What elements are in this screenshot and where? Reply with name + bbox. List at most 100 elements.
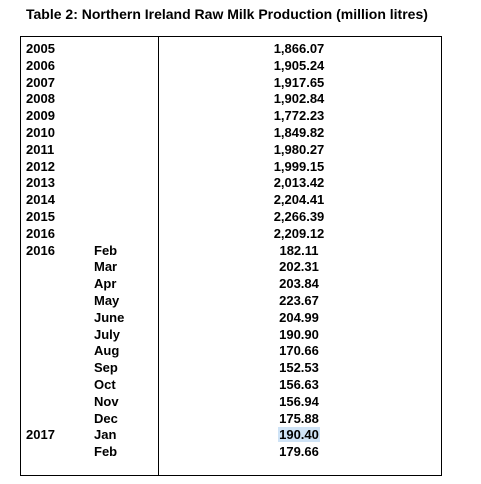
table-row: 2005 1,866.07 bbox=[21, 41, 441, 58]
year-cell: 2012 bbox=[26, 158, 55, 174]
year-cell: 2014 bbox=[26, 192, 55, 208]
table-row: Feb 179.66 bbox=[21, 444, 441, 461]
table-row: 2016 Feb 182.11 bbox=[21, 243, 441, 260]
year-cell: 2010 bbox=[26, 124, 55, 140]
table-row: 2008 1,902.84 bbox=[21, 91, 441, 108]
table-row: 2009 1,772.23 bbox=[21, 108, 441, 125]
value-cell[interactable]: 1,902.84 bbox=[159, 91, 439, 108]
value-cell[interactable]: 202.31 bbox=[159, 259, 439, 276]
value-text: 2,013.42 bbox=[273, 175, 325, 191]
year-cell: 2005 bbox=[26, 41, 55, 56]
month-cell: Feb bbox=[94, 242, 118, 258]
value-text: 1,917.65 bbox=[273, 74, 325, 90]
month-cell: May bbox=[94, 292, 120, 308]
table-row: Nov 156.94 bbox=[21, 394, 441, 411]
value-text: 2,209.12 bbox=[273, 225, 325, 241]
month-cell: July bbox=[94, 326, 121, 342]
year-cell: 2015 bbox=[26, 208, 55, 224]
month-cell: Aug bbox=[94, 343, 120, 359]
value-text: 156.94 bbox=[279, 393, 319, 409]
value-text: 190.90 bbox=[279, 326, 319, 342]
value-cell[interactable]: 170.66 bbox=[159, 343, 439, 360]
table-row: Mar 202.31 bbox=[21, 259, 441, 276]
table-row: Apr 203.84 bbox=[21, 276, 441, 293]
month-cell: Dec bbox=[94, 410, 118, 426]
value-text: 156.63 bbox=[279, 376, 319, 392]
value-text: 179.66 bbox=[279, 444, 319, 460]
value-text: 1,772.23 bbox=[273, 108, 325, 124]
year-cell: 2007 bbox=[26, 74, 55, 90]
value-text: 203.84 bbox=[279, 276, 319, 292]
month-cell: Apr bbox=[94, 276, 117, 292]
value-cell[interactable]: 156.94 bbox=[159, 394, 439, 411]
month-cell: Sep bbox=[94, 360, 118, 376]
year-cell: 2016 bbox=[26, 242, 55, 258]
value-cell[interactable]: 1,917.65 bbox=[159, 75, 439, 92]
table-row: May 223.67 bbox=[21, 293, 441, 310]
year-cell: 2011 bbox=[26, 141, 55, 157]
table-row: July 190.90 bbox=[21, 327, 441, 344]
value-cell[interactable]: 175.88 bbox=[159, 411, 439, 428]
month-cell: Mar bbox=[94, 259, 118, 275]
value-text: 170.66 bbox=[279, 343, 319, 359]
table-row: 2007 1,917.65 bbox=[21, 75, 441, 92]
value-cell[interactable]: 2,209.12 bbox=[159, 226, 439, 243]
table-row: 2012 1,999.15 bbox=[21, 159, 441, 176]
table-row: June 204.99 bbox=[21, 310, 441, 327]
value-cell[interactable]: 1,980.27 bbox=[159, 142, 439, 159]
value-cell[interactable]: 1,999.15 bbox=[159, 159, 439, 176]
year-cell: 2009 bbox=[26, 108, 55, 124]
value-text: 204.99 bbox=[279, 309, 319, 325]
milk-production-table: 2005 1,866.07 2006 1,905.24 2007 1,917.65 2008… bbox=[20, 36, 442, 476]
value-cell[interactable]: 203.84 bbox=[159, 276, 439, 293]
table-row: 2013 2,013.42 bbox=[21, 175, 441, 192]
value-cell[interactable]: 223.67 bbox=[159, 293, 439, 310]
month-cell: Feb bbox=[94, 444, 118, 460]
table-row: 2014 2,204.41 bbox=[21, 192, 441, 209]
value-cell[interactable]: 1,772.23 bbox=[159, 108, 439, 125]
value-cell[interactable]: 2,013.42 bbox=[159, 175, 439, 192]
value-cell[interactable]: 190.90 bbox=[159, 327, 439, 344]
value-text: 1,905.24 bbox=[273, 57, 325, 73]
table-row: 2006 1,905.24 bbox=[21, 58, 441, 75]
value-text: 152.53 bbox=[279, 360, 319, 376]
table-row: 2010 1,849.82 bbox=[21, 125, 441, 142]
value-text: 175.88 bbox=[279, 410, 319, 426]
value-text: 202.31 bbox=[279, 259, 319, 275]
value-text: 190.40 bbox=[278, 427, 320, 443]
column-divider bbox=[158, 37, 159, 475]
value-text: 1,980.27 bbox=[273, 141, 325, 157]
table-body: 2005 1,866.07 2006 1,905.24 2007 1,917.65 2008… bbox=[21, 41, 441, 461]
year-cell: 2013 bbox=[26, 175, 55, 191]
value-text: 1,902.84 bbox=[273, 91, 325, 107]
value-cell[interactable]: 1,905.24 bbox=[159, 58, 439, 75]
value-cell[interactable]: 1,849.82 bbox=[159, 125, 439, 142]
table-title: Table 2: Northern Ireland Raw Milk Produ… bbox=[26, 6, 428, 22]
value-text: 182.11 bbox=[279, 242, 319, 258]
value-cell[interactable]: 152.53 bbox=[159, 360, 439, 377]
value-text: 223.67 bbox=[279, 292, 319, 308]
value-cell[interactable]: 156.63 bbox=[159, 377, 439, 394]
table-row: 2016 2,209.12 bbox=[21, 226, 441, 243]
value-text: 2,266.39 bbox=[273, 208, 325, 224]
value-text: 1,849.82 bbox=[273, 124, 325, 140]
table-row: 2011 1,980.27 bbox=[21, 142, 441, 159]
value-cell[interactable]: 2,204.41 bbox=[159, 192, 439, 209]
table-row: Aug 170.66 bbox=[21, 343, 441, 360]
value-cell[interactable]: 190.40 bbox=[159, 427, 439, 444]
value-cell[interactable]: 2,266.39 bbox=[159, 209, 439, 226]
month-cell: Nov bbox=[94, 393, 119, 409]
value-text: 1,999.15 bbox=[273, 158, 325, 174]
value-cell[interactable]: 179.66 bbox=[159, 444, 439, 461]
value-cell[interactable]: 204.99 bbox=[159, 310, 439, 327]
year-cell: 2017 bbox=[26, 427, 55, 443]
table-row: Sep 152.53 bbox=[21, 360, 441, 377]
table-row: 2017 Jan 190.40 bbox=[21, 427, 441, 444]
value-text: 1,866.07 bbox=[273, 41, 325, 56]
value-cell[interactable]: 182.11 bbox=[159, 243, 439, 260]
value-text: 2,204.41 bbox=[273, 192, 325, 208]
month-cell: June bbox=[94, 309, 125, 325]
value-cell[interactable]: 1,866.07 bbox=[159, 41, 439, 58]
year-cell: 2008 bbox=[26, 91, 55, 107]
table-row: 2015 2,266.39 bbox=[21, 209, 441, 226]
